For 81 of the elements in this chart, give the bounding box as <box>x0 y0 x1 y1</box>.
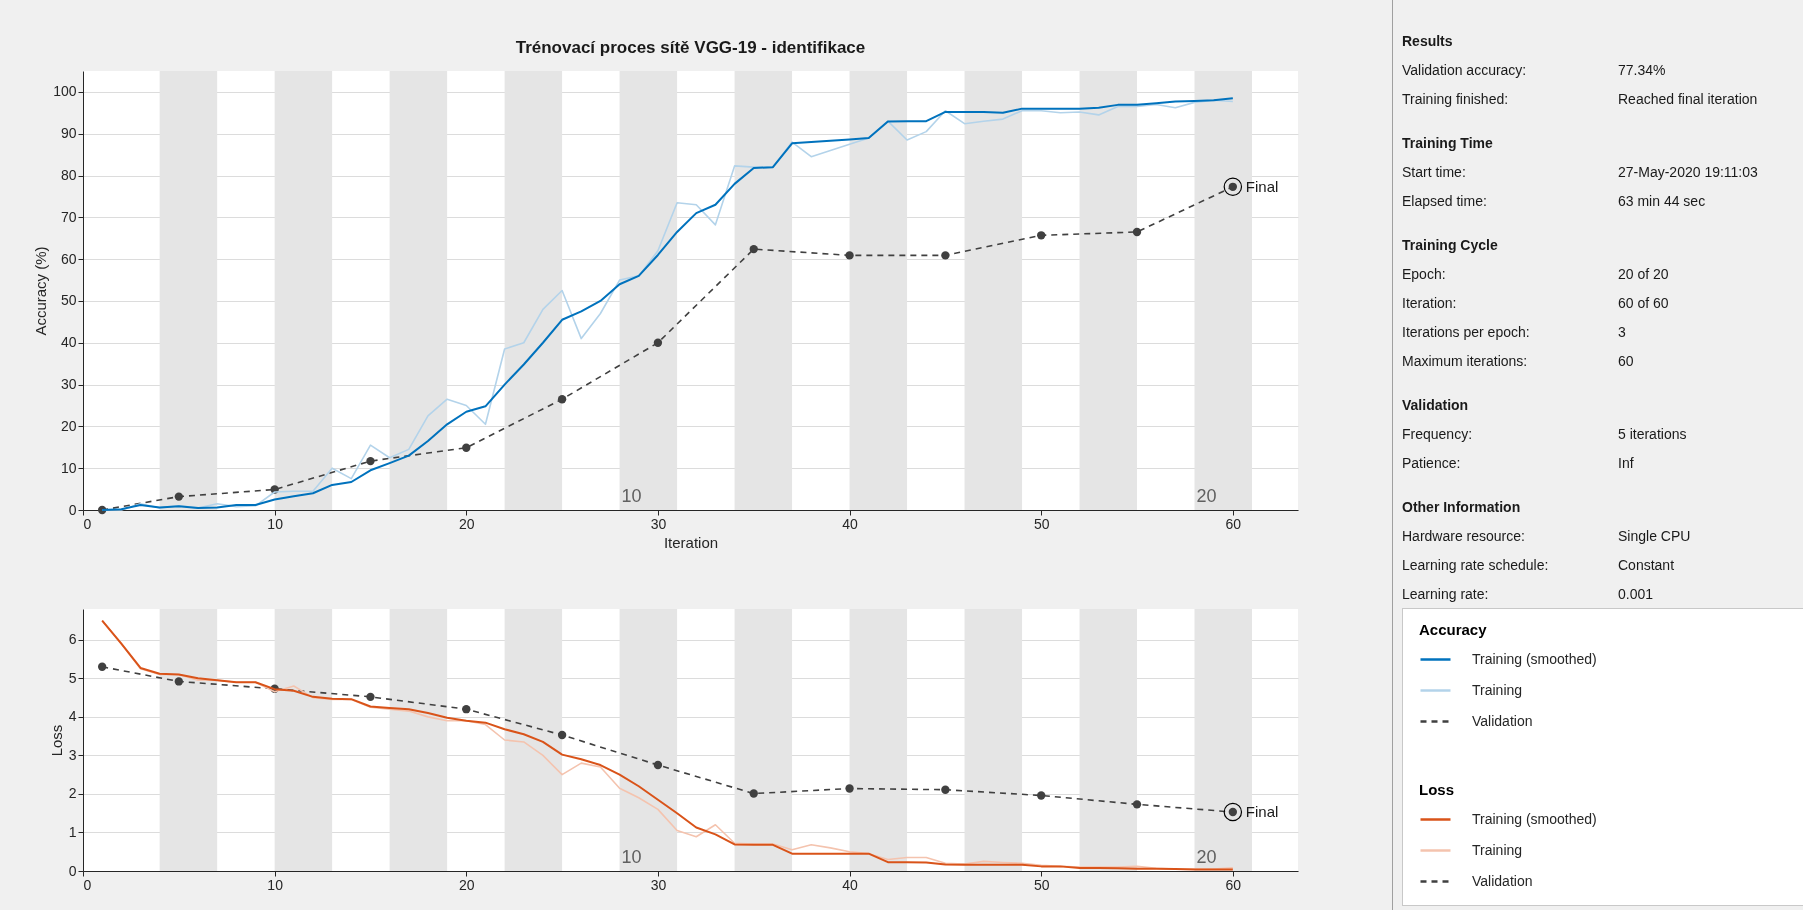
y-tick-label: 50 <box>60 292 77 309</box>
text: 60 <box>1618 352 1634 371</box>
y-tick-label: 3 <box>68 746 77 763</box>
text: 0.001 <box>1618 585 1654 604</box>
x-axis-title: Iteration <box>663 533 719 551</box>
annotation: Final <box>1245 177 1279 195</box>
text: Training Cycle <box>1402 236 1499 255</box>
y-tick-label: 60 <box>60 250 77 267</box>
text: Reached final iteration <box>1618 90 1758 109</box>
y-tick-label: 80 <box>60 167 77 184</box>
band-label: 10 <box>621 847 642 867</box>
y-tick-label: 0 <box>68 501 77 518</box>
x-tick-label: 50 <box>1033 876 1050 893</box>
text: 27-May-2020 19:11:03 <box>1618 163 1758 182</box>
band-label: 20 <box>1196 847 1217 867</box>
legend-label: Validation <box>1472 712 1533 729</box>
y-tick-label: 20 <box>60 417 77 434</box>
text: Inf <box>1618 454 1634 473</box>
x-tick-label: 10 <box>267 876 284 893</box>
text: 63 min 44 sec <box>1618 192 1706 211</box>
text: Learning rate schedule: <box>1402 557 1549 573</box>
y-tick-label: 1 <box>68 823 77 840</box>
x-tick-label: 20 <box>458 876 475 893</box>
y-tick-label: 0 <box>68 862 77 879</box>
x-tick-label: 30 <box>650 515 667 532</box>
legend-title: Loss <box>1419 781 1455 798</box>
text: Validation accuracy: <box>1402 62 1527 78</box>
band-label: 20 <box>1196 486 1217 506</box>
text: 5 iterations <box>1618 425 1687 444</box>
y-tick-label: 2 <box>68 785 77 802</box>
text: Epoch: <box>1402 266 1446 282</box>
x-tick-label: 30 <box>650 876 667 893</box>
x-tick-label: 60 <box>1225 876 1242 893</box>
x-tick-label: 0 <box>83 515 92 532</box>
y-axis-title: Loss <box>47 724 65 757</box>
legend-label: Training (smoothed) <box>1472 810 1597 827</box>
text: Training Time <box>1402 134 1494 153</box>
text: 20 of 20 <box>1618 265 1669 284</box>
y-tick-label: 10 <box>60 459 77 476</box>
annotation: Final <box>1245 803 1279 821</box>
text: Learning rate: <box>1402 586 1489 602</box>
x-tick-label: 0 <box>83 876 92 893</box>
text: Other Information <box>1402 498 1522 517</box>
band-label: 10 <box>621 486 642 506</box>
text: Validation <box>1402 396 1470 415</box>
y-tick-label: 5 <box>68 669 77 686</box>
text: Single CPU <box>1618 527 1691 546</box>
text: 60 of 60 <box>1618 294 1669 313</box>
legend-label: Validation <box>1472 872 1533 889</box>
legend-title: Accuracy <box>1419 621 1488 638</box>
text: Maximum iterations: <box>1402 353 1528 369</box>
text: Patience: <box>1402 455 1461 471</box>
y-tick-label: 90 <box>60 125 77 142</box>
y-tick-label: 100 <box>53 83 77 100</box>
text: Constant <box>1618 556 1675 575</box>
y-tick-label: 4 <box>68 708 77 725</box>
text: Results <box>1402 32 1454 51</box>
legend-label: Training (smoothed) <box>1472 650 1597 667</box>
text: 77.34% <box>1618 61 1666 80</box>
text: Start time: <box>1402 164 1466 180</box>
text: Hardware resource: <box>1402 528 1525 544</box>
y-tick-label: 70 <box>60 208 77 225</box>
y-tick-label: 40 <box>60 334 77 351</box>
x-tick-label: 40 <box>842 515 859 532</box>
legend-label: Training <box>1472 841 1523 858</box>
y-axis-title: Accuracy (%) <box>32 246 50 336</box>
legend-label: Training <box>1472 681 1523 698</box>
x-tick-label: 60 <box>1225 515 1242 532</box>
x-tick-label: 20 <box>458 515 475 532</box>
text: Iteration: <box>1402 295 1457 311</box>
y-tick-label: 30 <box>60 376 77 393</box>
text: Iterations per epoch: <box>1402 324 1530 340</box>
text: Training finished: <box>1402 91 1509 107</box>
y-tick-label: 6 <box>68 631 77 648</box>
x-tick-label: 50 <box>1033 515 1050 532</box>
x-tick-label: 10 <box>267 515 284 532</box>
text: 3 <box>1618 323 1626 342</box>
text: Elapsed time: <box>1402 193 1487 209</box>
chart-title: Trénovací proces sítě VGG-19 - identifikace <box>515 38 866 57</box>
text: Frequency: <box>1402 426 1473 442</box>
x-tick-label: 40 <box>842 876 859 893</box>
